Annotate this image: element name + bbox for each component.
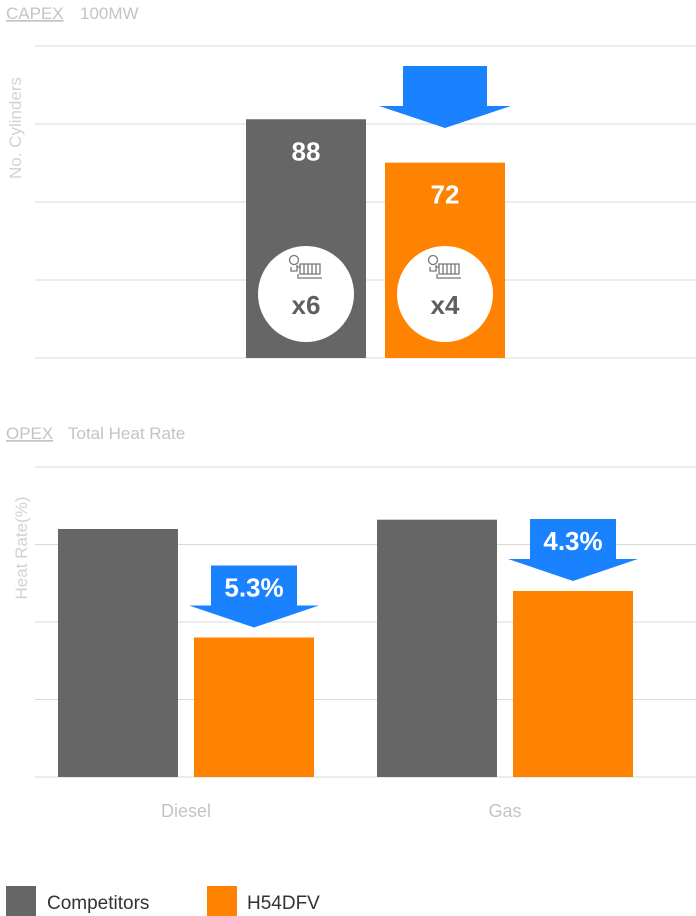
opex-reduction-label-diesel: 5.3%	[224, 573, 283, 603]
opex-section-key: OPEX	[6, 424, 53, 443]
legend-swatch-competitors	[6, 886, 36, 916]
capex-units-label-h54dfv: x4	[431, 290, 460, 320]
opex-bar-diesel-competitors	[58, 529, 178, 777]
capex-units-label-competitors: x6	[292, 290, 321, 320]
engine-icon	[427, 254, 461, 279]
engine-icon	[288, 254, 322, 279]
opex-x-tick-diesel: Diesel	[161, 801, 211, 821]
legend-label-competitors: Competitors	[47, 893, 149, 914]
legend-label-h54dfv: H54DFV	[247, 893, 320, 914]
capex-y-axis-label: No. Cylinders	[6, 77, 25, 179]
capex-units-badge-competitors	[258, 246, 354, 342]
capex-units-badge-h54dfv	[397, 246, 493, 342]
opex-y-axis-label: Heat Rate(%)	[12, 497, 31, 600]
opex-reduction-arrow-gas	[508, 519, 638, 581]
capex-section-title: 100MW	[80, 4, 139, 23]
legend-swatch-h54dfv	[207, 886, 237, 916]
opex-section-title: Total Heat Rate	[68, 424, 185, 443]
opex-bars: Diesel 5.3% Gas 4.3%	[58, 519, 638, 821]
capex-reduction-arrow	[379, 66, 511, 128]
capex-section-key: CAPEX	[6, 4, 64, 23]
opex-reduction-arrow-diesel	[189, 565, 319, 628]
opex-bar-gas-competitors	[377, 519, 497, 777]
capex-value-label-competitors: 88	[292, 136, 321, 166]
opex-x-tick-gas: Gas	[488, 801, 521, 821]
opex-reduction-label-gas: 4.3%	[543, 526, 602, 556]
opex-bar-gas-h54dfv	[513, 591, 633, 777]
capex-bars: 88 x6 72 x4	[246, 66, 511, 359]
capex-value-label-h54dfv: 72	[431, 180, 460, 210]
opex-bar-diesel-h54dfv	[194, 637, 314, 777]
